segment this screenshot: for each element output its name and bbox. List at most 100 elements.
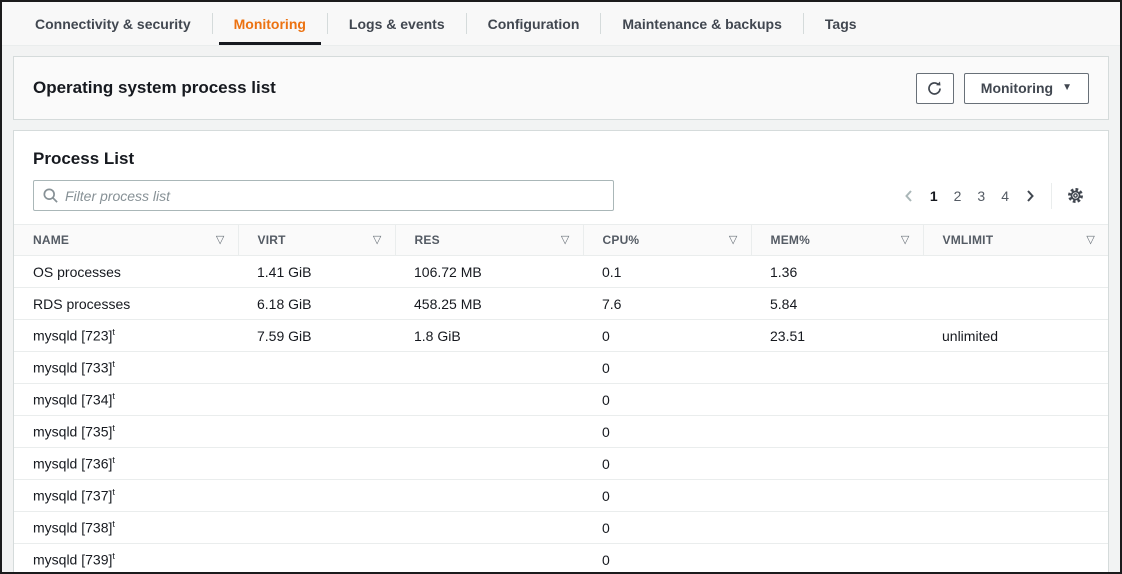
- tab-logs-events[interactable]: Logs & events: [348, 15, 445, 32]
- process-name: mysqld [739]: [33, 551, 113, 568]
- cell-mem: 1.36: [751, 255, 923, 288]
- table-row: mysqld [723]t 7.59 GiB 1.8 GiB 0 23.51 unlimi…: [14, 319, 1108, 352]
- sort-filter-icon[interactable]: ▽: [728, 234, 738, 246]
- filter-process-input[interactable]: [33, 180, 614, 211]
- cell-cpu: 0: [583, 383, 751, 416]
- cell-name: mysqld [736]t: [14, 447, 238, 480]
- process-name: OS processes: [33, 263, 121, 280]
- cell-vmlimit: [923, 415, 1108, 448]
- cell-res: [395, 415, 583, 448]
- tab-monitoring[interactable]: Monitoring: [213, 2, 327, 45]
- column-header-res[interactable]: ▽ RES: [394, 224, 583, 256]
- cell-vmlimit: [923, 511, 1108, 544]
- column-label: VMLIMIT: [942, 233, 994, 247]
- column-header-cpu[interactable]: ▽ CPU%: [582, 224, 751, 256]
- cell-mem: [751, 351, 923, 384]
- footnote-marker: t: [112, 391, 115, 402]
- cell-cpu: 0: [583, 543, 751, 572]
- page-button-4[interactable]: 4: [1001, 187, 1009, 204]
- sort-filter-icon[interactable]: ▽: [900, 234, 910, 246]
- cell-cpu: 0: [583, 447, 751, 480]
- page-button-2[interactable]: 2: [953, 187, 962, 204]
- cell-virt: [238, 415, 395, 448]
- table-row: mysqld [733]t 0: [14, 351, 1108, 384]
- table-row: mysqld [738]t 0: [14, 511, 1108, 544]
- process-list-title: Process List: [33, 149, 135, 168]
- cell-mem: [751, 543, 923, 572]
- cell-res: [395, 383, 583, 416]
- preferences-button[interactable]: [1062, 186, 1089, 205]
- cell-vmlimit: [923, 479, 1108, 512]
- column-header-mem[interactable]: ▽ MEM%: [750, 224, 923, 256]
- column-label: RES: [414, 233, 440, 247]
- previous-page-button[interactable]: [896, 189, 922, 203]
- cell-mem: [751, 383, 923, 416]
- sort-filter-icon[interactable]: ▽: [215, 234, 225, 246]
- monitoring-dropdown-label: Monitoring: [980, 80, 1054, 96]
- process-name: mysqld [738]: [33, 519, 113, 536]
- tab-maintenance-backups[interactable]: Maintenance & backups: [622, 15, 782, 32]
- tab-divider: [802, 13, 804, 34]
- cell-name: mysqld [738]t: [14, 511, 238, 544]
- tab-configuration[interactable]: Configuration: [487, 15, 580, 32]
- cell-name: mysqld [733]t: [14, 351, 238, 384]
- footnote-marker: t: [112, 327, 115, 338]
- monitoring-dropdown-button[interactable]: Monitoring ▼: [963, 72, 1089, 104]
- cell-res: [395, 351, 583, 384]
- tab-divider: [211, 13, 213, 34]
- cell-mem: [751, 511, 923, 544]
- column-label: NAME: [33, 233, 70, 247]
- page-button-1[interactable]: 1: [929, 187, 938, 204]
- chevron-down-icon: ▼: [1062, 82, 1072, 93]
- page-button-3[interactable]: 3: [977, 187, 986, 204]
- tab-bar: Connectivity & security Monitoring Logs & …: [2, 2, 1120, 46]
- tab-divider: [465, 13, 467, 34]
- cell-cpu: 0: [583, 319, 751, 352]
- cell-virt: 7.59 GiB: [238, 319, 395, 352]
- cell-res: 106.72 MB: [395, 255, 583, 288]
- column-header-name[interactable]: ▽ NAME: [14, 224, 238, 256]
- cell-vmlimit: [923, 447, 1108, 480]
- process-name: RDS processes: [33, 295, 131, 312]
- cell-res: [395, 447, 583, 480]
- column-header-virt[interactable]: ▽ VIRT: [237, 224, 395, 256]
- cell-virt: [238, 383, 395, 416]
- sort-filter-icon[interactable]: ▽: [1086, 234, 1095, 246]
- next-page-button[interactable]: [1017, 189, 1043, 203]
- process-name: mysqld [737]: [33, 487, 113, 504]
- cell-mem: [751, 479, 923, 512]
- cell-cpu: 0: [583, 511, 751, 544]
- table-row: OS processes 1.41 GiB 106.72 MB 0.1 1.36: [14, 255, 1108, 288]
- sort-filter-icon[interactable]: ▽: [560, 234, 570, 246]
- header-actions: Monitoring ▼: [915, 72, 1089, 104]
- tab-divider: [326, 13, 328, 34]
- tab-tags[interactable]: Tags: [824, 15, 857, 32]
- table-header-row: ▽ NAME ▽ VIRT ▽ RES ▽ CPU% ▽ MEM% ▽ VMLIMIT: [14, 224, 1108, 256]
- cell-name: mysqld [737]t: [14, 479, 238, 512]
- cell-cpu: 0: [583, 351, 751, 384]
- cell-name: mysqld [735]t: [14, 415, 238, 448]
- cell-res: [395, 479, 583, 512]
- process-name: mysqld [736]: [33, 455, 113, 472]
- process-name: mysqld [723]: [33, 327, 113, 344]
- tab-connectivity-security[interactable]: Connectivity & security: [35, 15, 191, 32]
- filter-box: [33, 180, 614, 211]
- footnote-marker: t: [112, 423, 115, 434]
- sort-filter-icon[interactable]: ▽: [372, 234, 382, 246]
- cell-mem: [751, 447, 923, 480]
- cell-res: [395, 543, 583, 572]
- refresh-button[interactable]: [915, 72, 954, 104]
- column-label: VIRT: [257, 233, 286, 247]
- cell-vmlimit: [923, 255, 1108, 288]
- footnote-marker: t: [112, 359, 115, 370]
- cell-vmlimit: [923, 287, 1108, 320]
- footnote-marker: t: [112, 487, 115, 498]
- process-name: mysqld [735]: [33, 423, 113, 440]
- cell-cpu: 0: [583, 479, 751, 512]
- column-header-vmlimit[interactable]: ▽ VMLIMIT: [922, 224, 1108, 256]
- os-process-list-header-panel: Operating system process list Monitoring…: [13, 56, 1109, 120]
- table-body: OS processes 1.41 GiB 106.72 MB 0.1 1.36 RDS …: [14, 255, 1108, 572]
- cell-virt: [238, 543, 395, 572]
